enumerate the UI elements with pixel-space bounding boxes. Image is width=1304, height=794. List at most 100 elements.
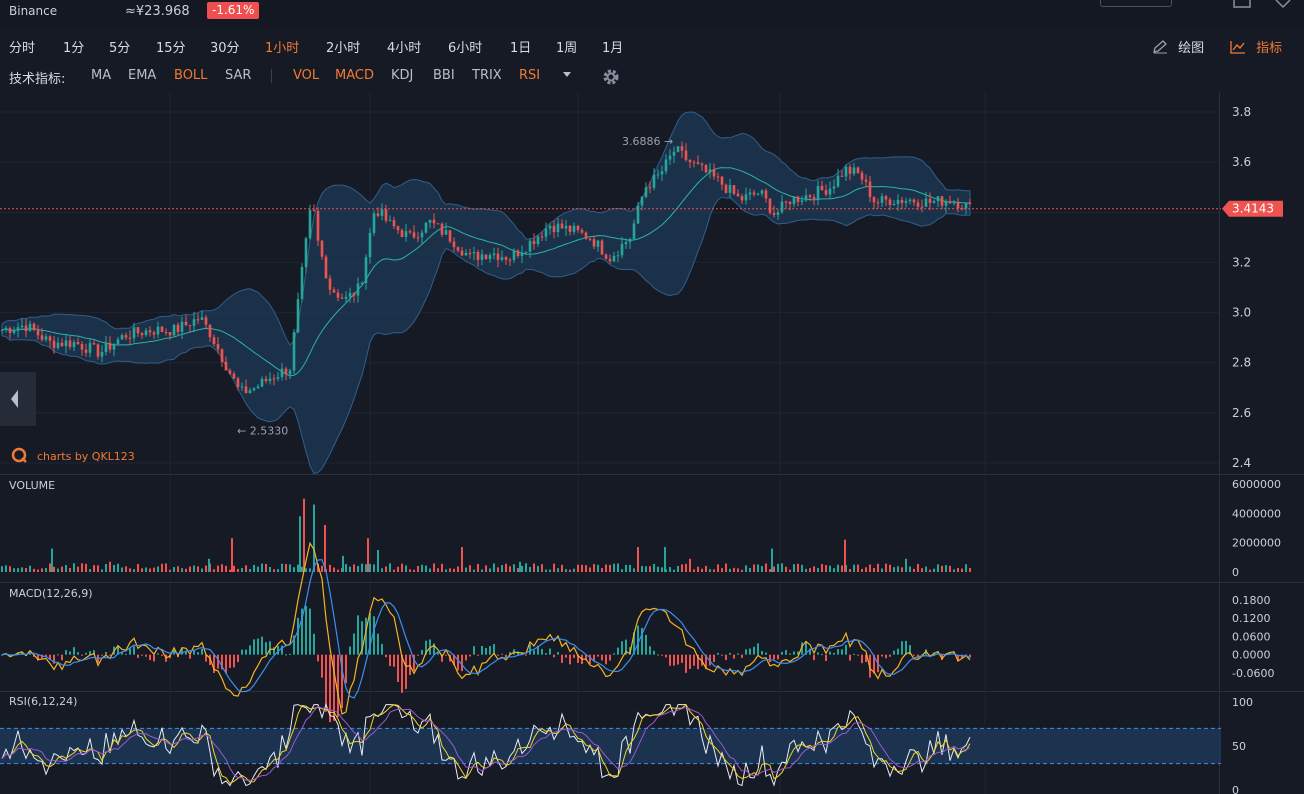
volume-bar [309, 568, 311, 572]
volume-spike-bar [109, 561, 111, 572]
candle-body [956, 202, 960, 209]
caret-down-icon[interactable] [562, 71, 572, 79]
macd-histogram-bar [881, 654, 883, 657]
volume-bar [557, 568, 559, 572]
macd-histogram-bar [717, 652, 719, 655]
timeframe-10[interactable]: 1周 [556, 41, 578, 56]
volume-bar [105, 563, 107, 572]
macd-histogram-bar [229, 654, 231, 668]
candle-body [784, 201, 788, 203]
rsi-band [0, 728, 1221, 764]
timeframe-4[interactable]: 30分 [210, 41, 240, 56]
macd-histogram-bar [321, 654, 323, 678]
indicator-tool-button[interactable]: 指标 [1230, 37, 1282, 56]
macd-histogram-bar [757, 643, 759, 655]
indicator-rsi[interactable]: RSI [519, 68, 541, 83]
candle-body [496, 253, 500, 260]
candle-body [588, 238, 592, 240]
timeframe-2[interactable]: 5分 [109, 41, 131, 56]
layout-icon[interactable] [1232, 0, 1254, 9]
settings-tab-stub[interactable] [1100, 0, 1172, 7]
timeframe-1[interactable]: 1分 [63, 41, 85, 56]
candle-body [136, 327, 140, 334]
volume-bar [485, 565, 487, 572]
indicator-bbi[interactable]: BBI [433, 68, 455, 83]
volume-bar [181, 568, 183, 572]
volume-bar [725, 563, 727, 572]
volume-bar [173, 567, 175, 572]
candle-body [724, 184, 728, 193]
macd-histogram-bar [217, 654, 219, 669]
candle-body [748, 192, 752, 195]
candle-body [600, 240, 604, 255]
macd-histogram-bar [461, 654, 463, 672]
volume-spike-bar [367, 538, 369, 572]
indicator-ma[interactable]: MA [91, 68, 112, 83]
candle-body [752, 192, 756, 195]
volume-bar [653, 563, 655, 572]
timeframe-0[interactable]: 分时 [9, 41, 36, 56]
macd-histogram-bar [129, 648, 131, 655]
macd-histogram-bar [161, 654, 163, 656]
indicator-kdj[interactable]: KDJ [391, 68, 414, 83]
macd-histogram-bar [589, 654, 591, 664]
macd-histogram-bar [313, 633, 315, 655]
macd-histogram-bar [325, 654, 327, 712]
candle-body [684, 150, 688, 160]
macd-histogram-bar [525, 654, 527, 656]
candle-body [320, 240, 324, 257]
volume-bar [609, 564, 611, 572]
candle-body [520, 252, 524, 256]
change-badge: -1.61% [207, 2, 260, 19]
macd-histogram-bar [565, 654, 567, 658]
macd-histogram-bar [641, 627, 643, 655]
macd-histogram-bar [261, 636, 263, 655]
macd-histogram-bar [465, 654, 467, 661]
macd-histogram-bar [45, 654, 47, 658]
volume-bar [25, 568, 27, 572]
macd-histogram-bar [385, 654, 387, 658]
volume-bar [765, 563, 767, 572]
candle-body [272, 378, 276, 380]
candle-body [536, 236, 540, 245]
timeframe-7[interactable]: 4小时 [387, 41, 422, 56]
volume-bar [925, 566, 927, 572]
indicator-vol[interactable]: VOL [293, 68, 320, 83]
macd-histogram-bar [913, 654, 915, 656]
timeframe-5[interactable]: 1小时 [265, 41, 300, 56]
volume-bar [669, 567, 671, 572]
candle-body [808, 195, 812, 198]
candle-body [804, 195, 808, 201]
volume-bar [741, 569, 743, 572]
timeframe-8[interactable]: 6小时 [448, 41, 483, 56]
star-icon[interactable] [1272, 0, 1294, 9]
indicator-macd[interactable]: MACD [335, 68, 374, 83]
gear-icon[interactable] [601, 67, 621, 87]
timeframe-bar: 绘图 指标 分时 1分 5分 15分 30分 1小时 2小时 4小时 6小时 1日 1周 1月 [0, 30, 1304, 62]
macd-histogram-bar [269, 641, 271, 655]
candle-body [884, 196, 888, 200]
timeframe-11[interactable]: 1月 [602, 41, 624, 56]
volume-bar [701, 568, 703, 572]
candle-body [344, 296, 348, 299]
candle-body [720, 176, 724, 185]
macd-histogram-bar [697, 654, 699, 670]
candle-body [532, 240, 536, 245]
candle-body [564, 225, 568, 229]
indicator-boll[interactable]: BOLL [174, 68, 208, 83]
indicator-ema[interactable]: EMA [128, 68, 157, 83]
indicator-sar[interactable]: SAR [225, 68, 252, 83]
timeframe-6[interactable]: 2小时 [326, 41, 361, 56]
volume-bar [425, 565, 427, 572]
macd-histogram-bar [557, 652, 559, 655]
candle-body [692, 162, 696, 164]
indicator-trix[interactable]: TRIX [472, 68, 502, 83]
volume-bar [89, 569, 91, 572]
candle-body [616, 255, 620, 257]
volume-bar [477, 563, 479, 572]
timeframe-9[interactable]: 1日 [510, 41, 532, 56]
volume-bar [769, 569, 771, 572]
draw-tool-button[interactable]: 绘图 [1152, 37, 1204, 56]
timeframe-3[interactable]: 15分 [156, 41, 186, 56]
